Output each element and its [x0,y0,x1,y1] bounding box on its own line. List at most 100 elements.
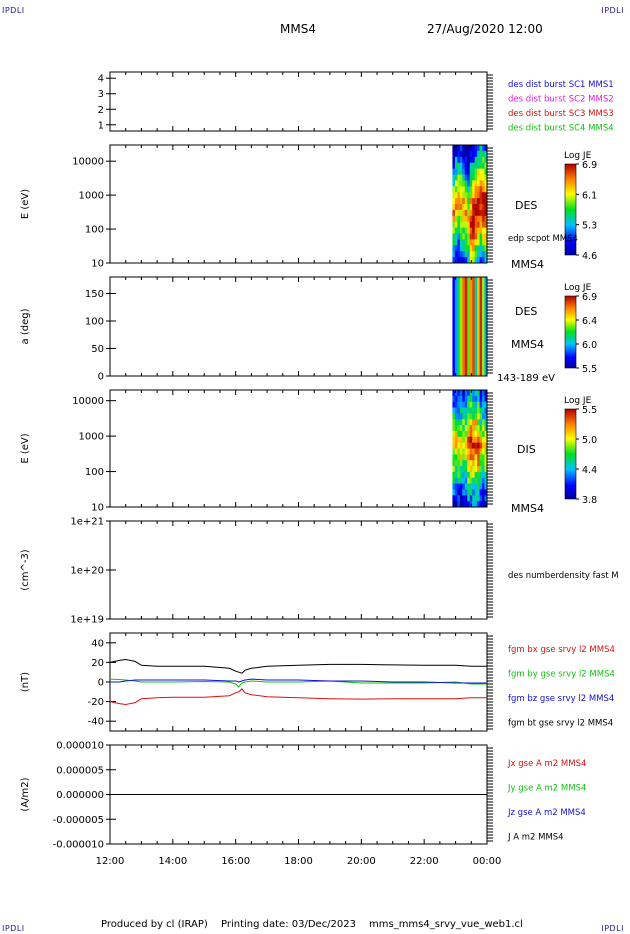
heatmap-cell [464,471,468,479]
heatmap-cell [472,209,476,217]
heatmap-cell [459,192,463,199]
heatmap-cell [472,430,476,438]
heatmap-cell [457,257,461,264]
heatmap-cell [464,477,468,484]
heatmap-cell [459,477,463,484]
heatmap-cell [454,180,458,187]
heatmap-cell [464,204,468,211]
heatmap-cell [484,448,488,455]
heatmap-cell [467,215,471,223]
heatmap-cell [452,489,456,496]
heatmap-cell [472,233,476,240]
heatmap-cell [464,239,468,246]
y-tick-label: 3 [98,89,104,100]
heatmap-cell [452,145,456,152]
heatmap-cell [462,257,466,264]
heatmap-cell [454,401,458,408]
heatmap-cell [479,209,483,217]
heatmap-cell [457,436,461,444]
heatmap-cell [477,215,480,223]
heatmap-cell [459,204,463,211]
heatmap-cell [457,174,461,181]
heatmap-cell [477,150,480,158]
heatmap-cell [479,192,483,199]
heatmap-cell [462,227,466,234]
heatmap-cell [452,442,456,449]
heatmap-cell [462,419,466,426]
heatmap-cell [472,168,476,175]
heatmap-cell [459,495,463,502]
x-tick-label: 20:00 [347,856,376,867]
heatmap-cell [462,454,466,461]
side-label-energy-range: 143-189 eV [497,373,555,384]
heatmap-cell [464,401,468,408]
heatmap-cell [464,454,468,461]
heatmap-cell [459,239,463,246]
heatmap-cell [454,419,458,426]
heatmap-cell [467,495,471,502]
heatmap-cell [464,233,468,240]
heatmap-cell [469,209,473,217]
heatmap-cell [454,239,458,246]
heatmap-cell [454,477,458,484]
heatmap-cell [454,204,458,211]
heatmap-cell [474,395,478,403]
corner-label-bottom-left: IPDLI [2,924,25,933]
heatmap-cell [474,174,478,181]
heatmap-cell [452,150,456,158]
heatmap-cell [457,501,461,508]
heatmap-cell [452,192,456,199]
heatmap-cell [482,436,485,444]
heatmap-cell [477,180,480,187]
heatmap-cell [474,471,478,479]
heatmap-cell [462,466,466,473]
heatmap-cell [469,227,473,234]
heatmap-cell [482,221,485,228]
y-tick-label: 0 [98,678,104,689]
heatmap-cell [474,162,478,169]
heatmap-cell [482,257,485,264]
heatmap-cell [452,198,456,205]
heatmap-cell [459,168,463,175]
heatmap-cell [462,192,466,199]
heatmap-cell [452,419,456,426]
heatmap-cell [462,483,466,490]
heatmap-cell [464,501,468,508]
heatmap-cell [454,227,458,234]
heatmap-cell [467,168,471,175]
heatmap-cell [474,277,478,377]
heatmap-cell [477,466,480,473]
heatmap-cell [452,466,456,473]
colorbar-1 [564,163,577,256]
heatmap-cell [474,257,478,264]
heatmap-cell [457,168,461,175]
heatmap-cell [457,466,461,473]
heatmap-cell [472,251,476,258]
heatmap-cell [474,227,478,234]
heatmap-cell [464,150,468,158]
heatmap-cell [484,156,488,164]
heatmap-cell [479,277,483,377]
heatmap-cell [467,466,471,473]
heatmap-cell [459,436,463,444]
heatmap-cell [474,419,478,426]
heatmap-cell [452,204,456,211]
heatmap-cell [467,430,471,438]
heatmap-cell [477,198,480,205]
heatmap-cell [479,150,483,158]
heatmap-cell [474,501,478,508]
heatmap-cell [472,245,476,252]
colorbar-title: Log JE [564,283,592,293]
heatmap-cell [452,251,456,258]
heatmap-cell [454,466,458,473]
heatmap-cell [462,442,466,449]
heatmap-cell [482,401,485,408]
legend-density: des numberdensity fast M [508,571,619,581]
heatmap-cell [457,156,461,164]
colorbar-tick-label: 5.5 [582,364,597,375]
heatmap-cell [474,215,478,223]
colorbar-tick-label: 6.0 [582,340,597,351]
heatmap-cell [454,215,458,223]
heatmap-cell [484,227,488,234]
legend-blue: fgm bz gse srvy l2 MMS4 [508,694,614,704]
